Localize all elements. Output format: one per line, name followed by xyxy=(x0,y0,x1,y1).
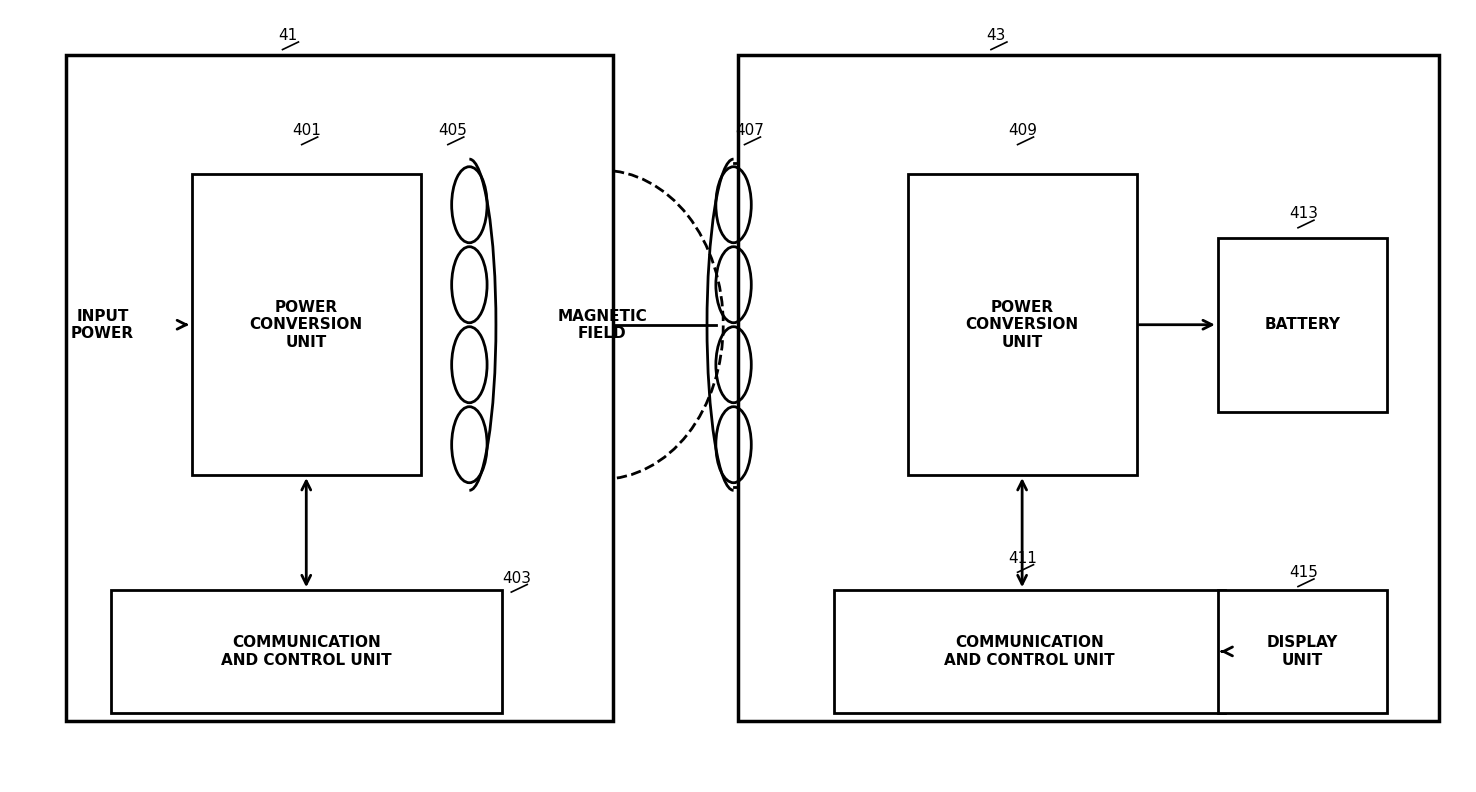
Bar xyxy=(1228,243,1398,417)
Bar xyxy=(908,174,1137,475)
Bar xyxy=(918,180,1147,481)
Text: POWER
CONVERSION
UNIT: POWER CONVERSION UNIT xyxy=(249,300,363,349)
Text: INPUT
POWER: INPUT POWER xyxy=(71,309,134,341)
Text: COMMUNICATION
AND CONTROL UNIT: COMMUNICATION AND CONTROL UNIT xyxy=(945,635,1114,668)
Text: 403: 403 xyxy=(502,571,531,585)
Bar xyxy=(192,174,421,475)
Text: 411: 411 xyxy=(1008,551,1038,565)
Bar xyxy=(1228,596,1398,718)
Bar xyxy=(111,590,502,713)
Text: DISPLAY
UNIT: DISPLAY UNIT xyxy=(1266,635,1339,668)
Text: 405: 405 xyxy=(438,124,468,138)
Bar xyxy=(1218,238,1387,412)
Bar xyxy=(738,55,1439,721)
Text: BATTERY: BATTERY xyxy=(1265,318,1340,332)
Text: MAGNETIC
FIELD: MAGNETIC FIELD xyxy=(558,309,646,341)
Bar xyxy=(202,180,431,481)
Text: 409: 409 xyxy=(1008,124,1038,138)
Text: 407: 407 xyxy=(735,124,765,138)
Bar xyxy=(121,596,512,718)
Bar xyxy=(844,596,1235,718)
Text: COMMUNICATION
AND CONTROL UNIT: COMMUNICATION AND CONTROL UNIT xyxy=(221,635,391,668)
Bar xyxy=(1218,590,1387,713)
Text: 401: 401 xyxy=(292,124,322,138)
Text: POWER
CONVERSION
UNIT: POWER CONVERSION UNIT xyxy=(965,300,1079,349)
Bar xyxy=(834,590,1225,713)
Text: 413: 413 xyxy=(1289,207,1318,221)
Text: 41: 41 xyxy=(277,29,298,43)
Text: 43: 43 xyxy=(986,29,1007,43)
Text: 415: 415 xyxy=(1289,565,1318,580)
Bar xyxy=(66,55,613,721)
